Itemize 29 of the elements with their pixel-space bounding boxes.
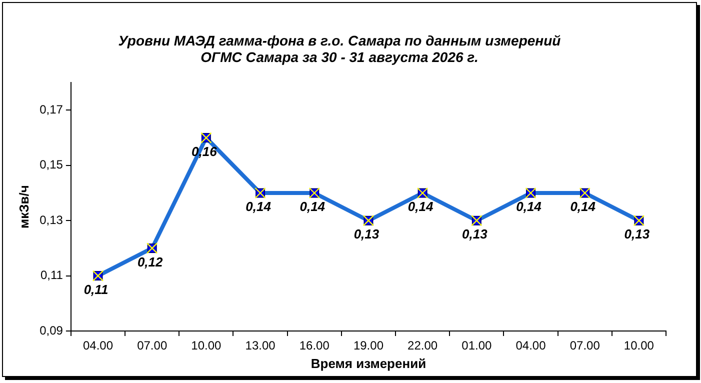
data-label: 0,14 bbox=[408, 199, 434, 214]
x-tick-label: 19.00 bbox=[353, 338, 384, 353]
x-tick-label: 22.00 bbox=[408, 338, 438, 353]
y-tick-label: 0,13 bbox=[40, 212, 64, 227]
y-tick-label: 0,17 bbox=[40, 102, 64, 117]
x-tick-label: 07.00 bbox=[570, 338, 600, 353]
data-label: 0,13 bbox=[624, 226, 650, 242]
x-axis-title: Время измерений bbox=[310, 356, 426, 371]
y-axis-title: мкЗв/ч bbox=[16, 185, 32, 229]
x-tick-label: 04.00 bbox=[82, 338, 114, 353]
data-label: 0,14 bbox=[570, 199, 596, 214]
y-tick-label: 0,11 bbox=[40, 268, 64, 282]
data-label: 0,12 bbox=[137, 254, 164, 270]
y-tick-label: 0,15 bbox=[40, 158, 64, 172]
data-label: 0,14 bbox=[300, 199, 326, 214]
chart-title: Уровни МАЭД гамма-фона в г.о. Самара по данным измерений ОГМС Самара за 30 - 31 августа 2026 г. bbox=[118, 32, 562, 66]
data-label: 0,14 bbox=[516, 199, 542, 214]
x-tick-label: 10.00 bbox=[191, 338, 222, 353]
data-label: 0,13 bbox=[354, 226, 380, 242]
data-label: 0,11 bbox=[84, 282, 108, 297]
x-tick-label: 16.00 bbox=[299, 338, 330, 353]
x-tick-label: 01.00 bbox=[462, 338, 492, 353]
x-tick-label: 13.00 bbox=[245, 338, 276, 353]
data-label: 0,13 bbox=[462, 226, 488, 242]
y-tick-label: 0,09 bbox=[40, 323, 64, 338]
x-tick-label: 10.00 bbox=[624, 338, 654, 353]
data-label: 0,14 bbox=[246, 199, 272, 214]
x-tick-label: 04.00 bbox=[516, 338, 546, 353]
x-tick-label: 07.00 bbox=[137, 338, 168, 353]
